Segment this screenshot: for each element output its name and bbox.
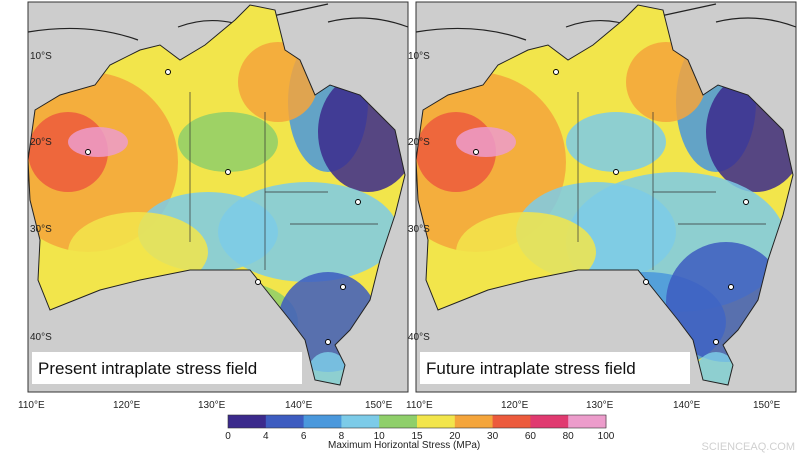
colorbar-segment	[417, 415, 456, 428]
lon-label: 150°E	[365, 400, 393, 411]
lon-label: 140°E	[673, 400, 701, 411]
site	[643, 279, 649, 285]
colorbar-tick-label: 8	[339, 431, 345, 442]
site	[473, 149, 479, 155]
site	[553, 69, 559, 75]
colorbar-segment	[568, 415, 607, 428]
lon-label: 120°E	[501, 400, 529, 411]
colorbar-tick-label: 0	[225, 431, 231, 442]
colorbar-tick-label: 60	[525, 431, 537, 442]
colorbar-segment	[454, 415, 494, 428]
lon-label: 130°E	[586, 400, 614, 411]
site	[225, 169, 231, 175]
stress-region	[238, 42, 318, 122]
colorbar-tick-label: 4	[263, 431, 269, 442]
colorbar-tick-label: 15	[411, 431, 423, 442]
colorbar: 0 4 6 8 10 15 20 30 60 80 100	[225, 414, 615, 442]
colorbar-segment	[265, 415, 305, 428]
stress-region	[218, 182, 398, 282]
colorbar-frame	[227, 414, 607, 429]
state-borders	[189, 92, 378, 270]
watermark: SCIENCEAQ.COM	[701, 441, 795, 453]
colorbar-segment	[530, 415, 569, 428]
lon-label: 120°E	[113, 400, 141, 411]
stress-region	[566, 112, 666, 172]
lat-label: 30°S	[30, 224, 52, 235]
colorbar-segment	[379, 415, 418, 428]
stress-region	[456, 127, 516, 157]
islands	[415, 3, 797, 41]
site	[165, 69, 171, 75]
site	[355, 199, 361, 205]
stress-region	[456, 212, 596, 292]
site	[728, 284, 734, 290]
site	[325, 339, 331, 345]
lat-label: 20°S	[408, 137, 430, 148]
lat-label: 40°S	[30, 332, 52, 343]
lat-label: 10°S	[30, 51, 52, 62]
stress-region	[68, 127, 128, 157]
site	[613, 169, 619, 175]
colorbar-tick-label: 20	[449, 431, 461, 442]
colorbar-segment	[341, 415, 380, 428]
colorbar-segment	[492, 415, 531, 428]
label-box	[420, 352, 690, 384]
panel-label: Present intraplate stress field	[38, 359, 257, 378]
colorbar-tick-label: 10	[374, 431, 386, 442]
site	[85, 149, 91, 155]
stress-region	[68, 212, 208, 292]
lon-label: 150°E	[753, 400, 781, 411]
colorbar-tick-label: 30	[487, 431, 499, 442]
panels: 10°S 20°S 30°S 40°S 110°E 120°E 130°E 140°E 150°…	[18, 1, 797, 411]
lon-label: 140°E	[285, 400, 313, 411]
lon-label: 110°E	[406, 400, 433, 411]
map-panel: 10°S 20°S 30°S 40°S 110°E 120°E 130°E 140°E 150°…	[406, 1, 797, 411]
colorbar-tick-label: 100	[598, 431, 615, 442]
lat-label: 30°S	[408, 224, 430, 235]
colorbar-segment	[228, 415, 267, 428]
site	[743, 199, 749, 205]
stress-region	[626, 42, 706, 122]
map-panel: 10°S 20°S 30°S 40°S 110°E 120°E 130°E 140°E 150°…	[18, 1, 409, 411]
lat-label: 40°S	[408, 332, 430, 343]
site	[713, 339, 719, 345]
label-box	[32, 352, 302, 384]
lon-label: 110°E	[18, 400, 45, 411]
state-borders	[577, 92, 766, 270]
site	[255, 279, 261, 285]
lat-label: 20°S	[30, 137, 52, 148]
colorbar-segment	[303, 415, 342, 428]
lon-label: 130°E	[198, 400, 226, 411]
colorbar-label: Maximum Horizontal Stress (MPa)	[328, 440, 480, 451]
site	[340, 284, 346, 290]
stress-region	[178, 112, 278, 172]
colorbar-tick-label: 80	[563, 431, 575, 442]
islands	[27, 3, 409, 41]
lat-label: 10°S	[408, 51, 430, 62]
panel-label: Future intraplate stress field	[426, 359, 636, 378]
colorbar-tick-label: 6	[301, 431, 307, 442]
